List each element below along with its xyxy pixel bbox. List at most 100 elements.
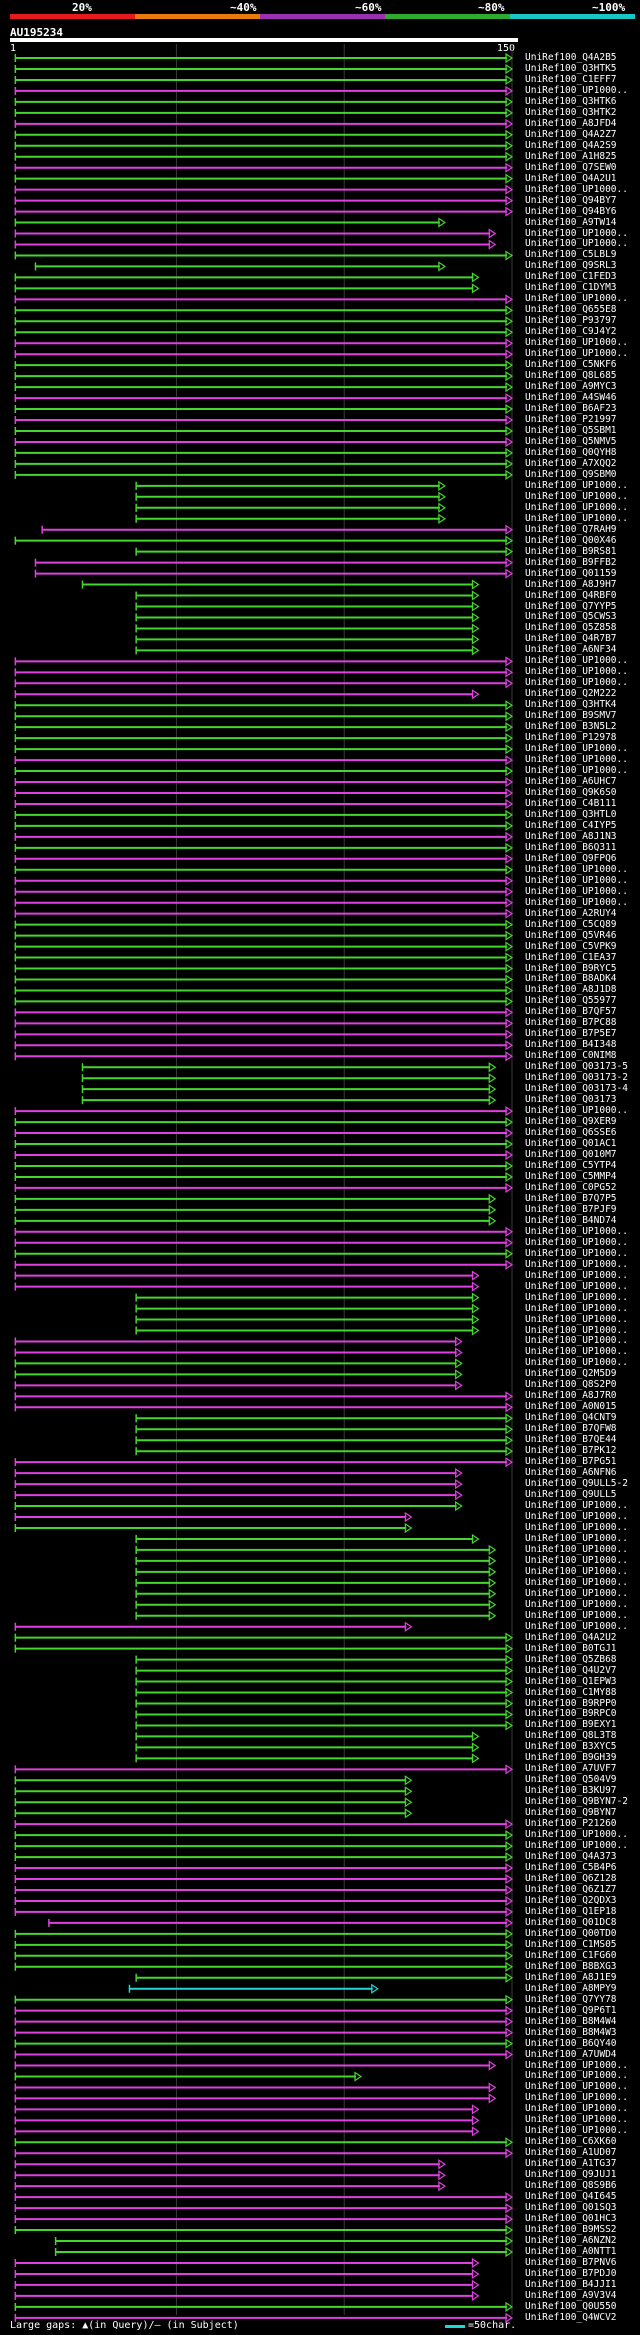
hit-label[interactable]: UniRef100_Q6SSE6 bbox=[525, 1127, 617, 1139]
hit-label[interactable]: UniRef100_B9EXY1 bbox=[525, 1719, 617, 1731]
hit-label[interactable]: UniRef100_C0PG52 bbox=[525, 1181, 617, 1193]
hit-label[interactable]: UniRef100_Q5CWS3 bbox=[525, 611, 617, 623]
hit-label[interactable]: UniRef100_Q9FPQ6 bbox=[525, 852, 617, 864]
hit-label[interactable]: UniRef100_Q9BYN7 bbox=[525, 1807, 617, 1819]
hit-label[interactable]: UniRef100_Q3HTL0 bbox=[525, 808, 617, 820]
hit-label[interactable]: UniRef100_A6UHC7 bbox=[525, 776, 617, 788]
hit-label[interactable]: UniRef100_A1H825 bbox=[525, 150, 617, 162]
hit-label[interactable]: UniRef100_UP1000.. bbox=[525, 2070, 628, 2082]
hit-label[interactable]: UniRef100_B3KU97 bbox=[525, 1785, 617, 1797]
hit-label[interactable]: UniRef100_B3N5L2 bbox=[525, 721, 617, 733]
hit-label[interactable]: UniRef100_Q4I645 bbox=[525, 2191, 617, 2203]
hit-label[interactable]: UniRef100_UP1000.. bbox=[525, 2114, 628, 2126]
hit-label[interactable]: UniRef100_UP1000.. bbox=[525, 896, 628, 908]
hit-label[interactable]: UniRef100_C1MY88 bbox=[525, 1686, 617, 1698]
hit-label[interactable]: UniRef100_Q03173-4 bbox=[525, 1083, 628, 1095]
hit-label[interactable]: UniRef100_P12978 bbox=[525, 732, 617, 744]
hit-label[interactable]: UniRef100_Q2QDX3 bbox=[525, 1894, 617, 1906]
hit-label[interactable]: UniRef100_Q00X46 bbox=[525, 534, 617, 546]
hit-label[interactable]: UniRef100_A6NZN2 bbox=[525, 2235, 617, 2247]
hit-label[interactable]: UniRef100_C5LBL9 bbox=[525, 249, 617, 261]
hit-label[interactable]: UniRef100_Q010M7 bbox=[525, 1149, 617, 1160]
hit-label[interactable]: UniRef100_Q03173 bbox=[525, 1094, 617, 1106]
hit-label[interactable]: UniRef100_UP1000.. bbox=[525, 84, 628, 96]
hit-label[interactable]: UniRef100_B9SMV7 bbox=[525, 710, 617, 722]
hit-label[interactable]: UniRef100_Q8S2P0 bbox=[525, 1379, 617, 1391]
hit-label[interactable]: UniRef100_Q4A2Z7 bbox=[525, 128, 617, 140]
hit-label[interactable]: UniRef100_Q9XER9 bbox=[525, 1116, 617, 1128]
hit-label[interactable]: UniRef100_Q7RAH9 bbox=[525, 523, 617, 535]
hit-label[interactable]: UniRef100_UP1000.. bbox=[525, 1335, 628, 1347]
hit-label[interactable]: UniRef100_B8M4W3 bbox=[525, 2026, 617, 2038]
hit-label[interactable]: UniRef100_UP1000.. bbox=[525, 1576, 628, 1588]
hit-label[interactable]: UniRef100_B9MSS2 bbox=[525, 2224, 617, 2236]
hit-label[interactable]: UniRef100_B9GH39 bbox=[525, 1752, 617, 1764]
hit-label[interactable]: UniRef100_A1UD07 bbox=[525, 2147, 617, 2159]
hit-label[interactable]: UniRef100_UP1000.. bbox=[525, 1291, 628, 1303]
hit-label[interactable]: UniRef100_Q9BYN7-2 bbox=[525, 1796, 628, 1808]
hit-label[interactable]: UniRef100_UP1000.. bbox=[525, 677, 628, 689]
hit-label[interactable]: UniRef100_C5YTP4 bbox=[525, 1159, 617, 1171]
hit-label[interactable]: UniRef100_B4I348 bbox=[525, 1039, 617, 1051]
hit-label[interactable]: UniRef100_B7PNV6 bbox=[525, 2256, 617, 2268]
hit-label[interactable]: UniRef100_UP1000.. bbox=[525, 666, 628, 678]
hit-label[interactable]: UniRef100_UP1000.. bbox=[525, 348, 628, 360]
hit-label[interactable]: UniRef100_Q01AC1 bbox=[525, 1138, 617, 1150]
hit-label[interactable]: UniRef100_Q01159 bbox=[525, 567, 617, 579]
hit-label[interactable]: UniRef100_C5VPK9 bbox=[525, 940, 617, 952]
hit-label[interactable]: UniRef100_A9TW14 bbox=[525, 216, 617, 228]
hit-label[interactable]: UniRef100_A1TG37 bbox=[525, 2158, 617, 2170]
hit-label[interactable]: UniRef100_Q4A2S9 bbox=[525, 139, 617, 151]
hit-label[interactable]: UniRef100_B7P5E7 bbox=[525, 1028, 617, 1040]
hit-label[interactable]: UniRef100_B6Q311 bbox=[525, 841, 617, 853]
hit-label[interactable]: UniRef100_Q5VR46 bbox=[525, 929, 617, 941]
hit-label[interactable]: UniRef100_B7PDJ0 bbox=[525, 2267, 617, 2279]
hit-label[interactable]: UniRef100_B9RYC5 bbox=[525, 962, 617, 974]
hit-label[interactable]: UniRef100_Q2M5D9 bbox=[525, 1368, 617, 1380]
hit-label[interactable]: UniRef100_UP1000.. bbox=[525, 1258, 628, 1270]
hit-label[interactable]: UniRef100_UP1000.. bbox=[525, 1565, 628, 1577]
hit-label[interactable]: UniRef100_B7PG51 bbox=[525, 1456, 617, 1468]
hit-label[interactable]: UniRef100_UP1000.. bbox=[525, 1840, 628, 1852]
hit-label[interactable]: UniRef100_Q9SBM0 bbox=[525, 468, 617, 480]
hit-label[interactable]: UniRef100_C1FED3 bbox=[525, 271, 617, 283]
hit-label[interactable]: UniRef100_Q4A2U1 bbox=[525, 172, 617, 184]
hit-label[interactable]: UniRef100_P21260 bbox=[525, 1818, 617, 1830]
hit-label[interactable]: UniRef100_C4IYP5 bbox=[525, 819, 617, 831]
hit-label[interactable]: UniRef100_UP1000.. bbox=[525, 1324, 628, 1336]
hit-label[interactable]: UniRef100_Q7YY78 bbox=[525, 1993, 617, 2005]
hit-label[interactable]: UniRef100_Q4A2B5 bbox=[525, 52, 617, 63]
hit-label[interactable]: UniRef100_Q3HTK5 bbox=[525, 62, 617, 74]
hit-label[interactable]: UniRef100_A8JFD4 bbox=[525, 117, 617, 129]
hit-label[interactable]: UniRef100_UP1000.. bbox=[525, 227, 628, 239]
hit-label[interactable]: UniRef100_A7UWD4 bbox=[525, 2048, 617, 2060]
hit-label[interactable]: UniRef100_C4B111 bbox=[525, 797, 617, 809]
hit-label[interactable]: UniRef100_UP1000.. bbox=[525, 765, 628, 777]
hit-label[interactable]: UniRef100_UP1000.. bbox=[525, 1500, 628, 1512]
hit-label[interactable]: UniRef100_B4ND74 bbox=[525, 1214, 617, 1226]
hit-label[interactable]: UniRef100_A2RUY4 bbox=[525, 907, 617, 919]
hit-label[interactable]: UniRef100_A9MYC3 bbox=[525, 381, 617, 393]
hit-label[interactable]: UniRef100_A7XQQ2 bbox=[525, 457, 617, 469]
hit-label[interactable]: UniRef100_UP1000.. bbox=[525, 2081, 628, 2093]
hit-label[interactable]: UniRef100_Q9ULL5-2 bbox=[525, 1478, 628, 1490]
hit-label[interactable]: UniRef100_UP1000.. bbox=[525, 501, 628, 513]
hit-label[interactable]: UniRef100_UP1000.. bbox=[525, 1620, 628, 1632]
hit-label[interactable]: UniRef100_Q3HTK6 bbox=[525, 95, 617, 107]
hit-label[interactable]: UniRef100_Q4CNT9 bbox=[525, 1412, 617, 1424]
hit-label[interactable]: UniRef100_Q8L685 bbox=[525, 370, 617, 382]
hit-label[interactable]: UniRef100_P21997 bbox=[525, 414, 617, 425]
hit-label[interactable]: UniRef100_UP1000.. bbox=[525, 1269, 628, 1281]
hit-label[interactable]: UniRef100_UP1000.. bbox=[525, 1829, 628, 1841]
hit-label[interactable]: UniRef100_B7PK12 bbox=[525, 1445, 617, 1457]
hit-label[interactable]: UniRef100_UP1000.. bbox=[525, 479, 628, 491]
hit-label[interactable]: UniRef100_UP1000.. bbox=[525, 1225, 628, 1237]
hit-label[interactable]: UniRef100_B8BXG3 bbox=[525, 1960, 617, 1972]
hit-label[interactable]: UniRef100_C5B4P6 bbox=[525, 1862, 617, 1874]
hit-label[interactable]: UniRef100_B7Q7P5 bbox=[525, 1192, 617, 1204]
hit-label[interactable]: UniRef100_Q5ZB68 bbox=[525, 1653, 617, 1665]
hit-label[interactable]: UniRef100_C9J4Y2 bbox=[525, 326, 617, 338]
hit-label[interactable]: UniRef100_A8J1N3 bbox=[525, 830, 617, 842]
hit-label[interactable]: UniRef100_UP1000.. bbox=[525, 754, 628, 766]
hit-label[interactable]: UniRef100_C1EA37 bbox=[525, 951, 617, 963]
